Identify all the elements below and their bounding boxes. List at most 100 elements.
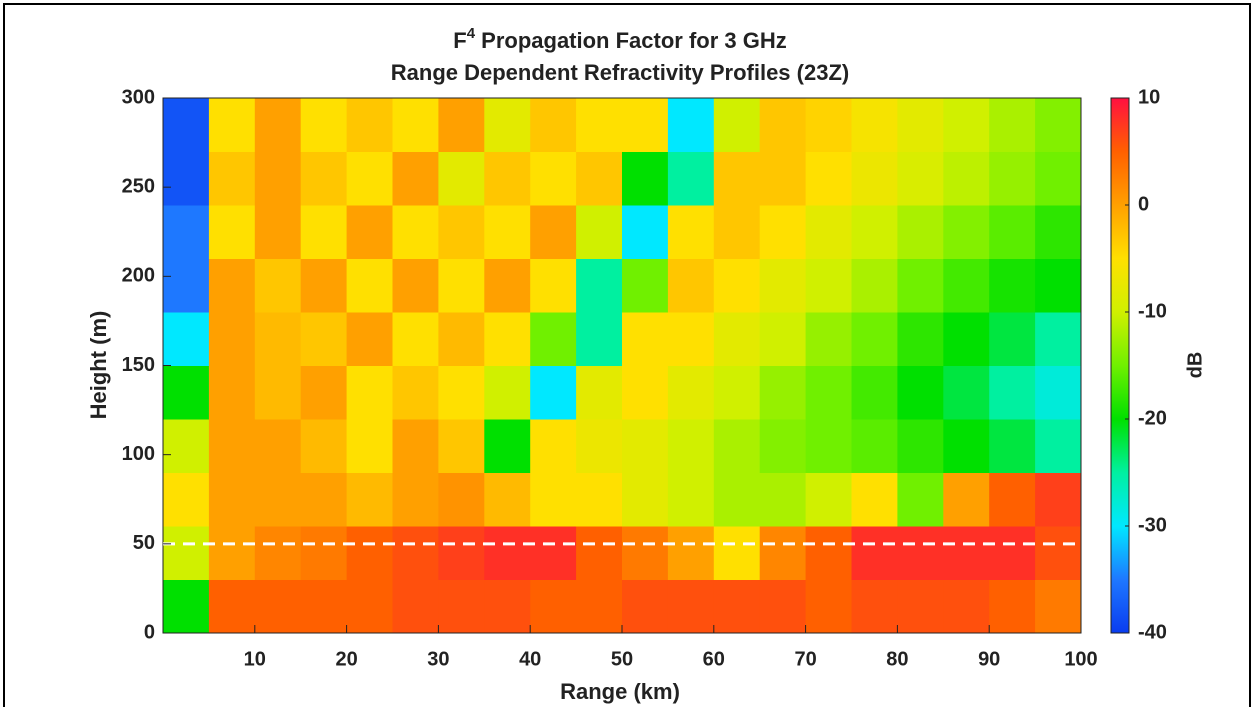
heat-cell [438,579,485,634]
heat-cell [576,205,623,259]
heat-cell [759,205,807,259]
heat-cell [851,258,898,313]
x-axis-label: Range (km) [560,679,680,704]
heat-cell [346,312,393,366]
heat-cell [300,205,348,259]
heat-cell [346,365,393,420]
heat-cell [759,526,807,580]
heat-cell [943,151,990,206]
heat-cell [805,151,852,206]
heat-cell [163,151,210,206]
heat-cell [438,419,485,473]
colorbar-tick-label: -20 [1138,407,1167,429]
heat-cell [254,205,302,259]
chart-title: F4 Propagation Factor for 3 GHz [453,25,787,53]
heat-cell [254,472,302,527]
heat-cell [667,365,715,420]
heat-cell [759,258,807,313]
heat-cell [759,312,807,366]
heat-cell [805,258,852,313]
heat-cell [392,472,439,527]
heat-cell [530,151,577,206]
heat-cell [713,151,761,206]
heat-cell [484,151,531,206]
heat-cell [300,579,348,634]
heat-cell [392,579,439,634]
heat-cell [300,151,348,206]
heat-cell [576,151,623,206]
heat-cell [851,98,898,152]
heat-cell [713,579,761,634]
heat-cell [576,365,623,420]
heat-cell [576,98,623,152]
heat-cell [667,258,715,313]
heat-cell [208,579,256,634]
heat-cell [805,472,852,527]
y-tick-label: 150 [122,354,155,376]
heat-cell [805,312,852,366]
heat-cell [943,526,990,580]
title-sup: 4 [467,25,476,42]
heat-cell [897,526,944,580]
y-tick-label: 200 [122,265,155,287]
colorbar-label: dB [1184,352,1206,379]
heat-cell [897,205,944,259]
heat-cell [943,98,990,152]
heat-cell [622,419,669,473]
heat-cell [346,472,393,527]
heat-cell [208,258,256,313]
heat-cell [576,472,623,527]
x-tick-label: 40 [519,648,541,670]
heat-cell [1035,472,1082,527]
heat-cell [1035,151,1082,206]
chart-subtitle: Range Dependent Refractivity Profiles (2… [391,60,849,85]
heat-cell [713,526,761,580]
heat-cell [851,365,898,420]
heat-cell [897,98,944,152]
heat-cell [1035,419,1082,473]
heat-cell [392,419,439,473]
x-tick-label: 60 [703,648,725,670]
heat-cell [1035,526,1082,580]
heat-cell [484,526,531,580]
heat-cell [484,205,531,259]
heat-cell [622,579,669,634]
heat-cell [943,472,990,527]
heat-cell [851,472,898,527]
heat-cell [484,98,531,152]
heat-cell [713,98,761,152]
heat-cell [989,365,1036,420]
heat-cell [530,312,577,366]
heat-cell [622,98,669,152]
x-tick-label: 30 [427,648,449,670]
heat-cell [1035,98,1082,152]
heat-cell [805,526,852,580]
heat-cell [897,472,944,527]
x-tick-label: 100 [1064,648,1097,670]
heat-cell [897,419,944,473]
heat-cell [759,151,807,206]
heat-cell [851,151,898,206]
heat-cell [622,365,669,420]
heat-cell [943,258,990,313]
title-base: F [453,28,466,53]
heat-cell [622,258,669,313]
heat-cell [208,526,256,580]
heat-cell [530,205,577,259]
heat-cell [713,205,761,259]
x-tick-label: 20 [335,648,357,670]
x-tick-label: 50 [611,648,633,670]
heat-cell [667,526,715,580]
heat-cell [943,579,990,634]
heat-cell [1035,312,1082,366]
heat-cell [759,365,807,420]
heat-cell [530,472,577,527]
heat-cell [300,472,348,527]
heat-cell [943,312,990,366]
heat-cell [989,98,1036,152]
heat-cell [989,472,1036,527]
heat-cell [989,151,1036,206]
heat-cell [300,419,348,473]
heat-cell [622,205,669,259]
